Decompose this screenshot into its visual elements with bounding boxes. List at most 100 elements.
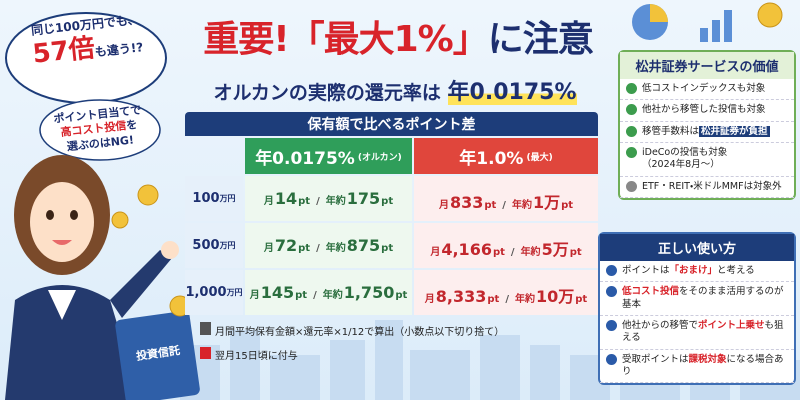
amount: 1,000 — [185, 285, 227, 300]
amount-unit: 万円 — [219, 241, 236, 250]
chart-icons — [632, 4, 732, 42]
amount: 500 — [192, 238, 220, 253]
list-item: 低コスト投信をそのまま活用するのが基本 — [600, 282, 794, 317]
item-emphasis: 低コスト投信 — [622, 286, 680, 298]
table-cell: 月 145 pt / 年約 1,750 pt — [245, 270, 412, 315]
item-emphasis: 松井証券が負担 — [699, 125, 770, 137]
skyline — [180, 320, 800, 400]
item-subtext: （2024年8月〜） — [642, 159, 720, 171]
item-text: 受取ポイントは — [622, 353, 689, 365]
title: 重要!「最大1%」に注意 — [178, 10, 618, 62]
subtitle-highlight: 年0.0175% — [447, 80, 577, 105]
label: 年約 — [325, 196, 346, 207]
list-item: 他社からの移管でポイント上乗せも狙える — [600, 316, 794, 350]
label: 年約 — [514, 294, 535, 305]
column-note: (オルカン) — [357, 152, 402, 163]
note: 月間平均保有金額×還元率×1/12で算出（小数点以下切り捨て） — [215, 327, 505, 338]
subtitle-text: オルカンの実際の還元率は — [213, 82, 441, 104]
yearly-points: 5万 — [541, 240, 569, 259]
table-cell: 月 8,333 pt / 年約 10万 pt — [414, 270, 598, 315]
item-text: になる場合あり — [622, 353, 784, 378]
panel-title: 松井証券サービスの価値 — [620, 52, 794, 79]
label: pt — [395, 290, 408, 301]
table-cell: 月 833 pt / 年約 1万 pt — [414, 176, 598, 221]
item-text: も狙える — [622, 320, 784, 344]
monthly-points: 4,166 — [441, 240, 492, 259]
list-item: ETF・REIT・米ドルMMFは対象外 — [620, 177, 794, 199]
item-text: ポイントは — [622, 265, 670, 276]
note: 翌月15日頃に付与 — [215, 351, 298, 362]
label: pt — [487, 294, 500, 305]
monthly-points: 72 — [274, 236, 298, 255]
yearly-points: 1万 — [532, 193, 561, 212]
monthly-points: 8,333 — [435, 287, 487, 306]
bubble-emphasis: 57倍 — [31, 33, 97, 70]
label: 月 — [263, 196, 274, 207]
yearly-points: 175 — [346, 189, 381, 208]
yearly-points: 10万 — [535, 287, 575, 306]
list-item: 他社から移管した投信も対象 — [620, 100, 794, 122]
row-label: 1,000 万円 — [185, 270, 243, 315]
label: 年約 — [325, 243, 346, 254]
column-rate: 年0.0175% — [255, 148, 355, 169]
item-text: 低コストインデックスも対象 — [642, 83, 766, 94]
comparison-table: 保有額で比べるポイント差 年0.0175% (オルカン) 年1.0% (最大) 100 万… — [185, 112, 598, 315]
list-item: ポイントは「おまけ」と考える — [600, 261, 794, 283]
title-emphasis: 重要!「最大1%」 — [203, 19, 489, 60]
separator: / — [313, 290, 317, 301]
subtitle: オルカンの実際の還元率は 年0.0175% — [180, 74, 610, 106]
label: pt — [295, 290, 308, 301]
list-item: 移管手数料は 松井証券が負担 — [620, 122, 794, 144]
label: pt — [381, 243, 394, 254]
list-item: 低コストインデックスも対象 — [620, 79, 794, 101]
table-cell: 月 72 pt / 年約 875 pt — [245, 223, 412, 268]
list-item: 受取ポイントは課税対象になる場合あり — [600, 350, 794, 384]
book-icon — [115, 310, 200, 400]
bubble-line: も違う!? — [94, 40, 144, 60]
item-text: 他社からの移管で — [622, 320, 699, 332]
label: pt — [492, 247, 505, 258]
column-note: (最大) — [526, 152, 553, 163]
separator: / — [505, 294, 509, 305]
separator: / — [316, 196, 320, 207]
yearly-points: 875 — [346, 236, 381, 255]
label: pt — [575, 294, 588, 305]
list-item: iDeCoの投信も対象 （2024年8月〜） — [620, 143, 794, 177]
label: 月 — [263, 243, 274, 254]
table-cell: 月 4,166 pt / 年約 5万 pt — [414, 223, 598, 268]
column-header: 年0.0175% (オルカン) — [245, 138, 412, 174]
label: 月 — [438, 200, 449, 211]
item-text: iDeCoの投信も対象 — [642, 147, 728, 159]
label: 年約 — [511, 200, 532, 211]
column-header: 年1.0% (最大) — [414, 138, 598, 174]
label: 年約 — [520, 247, 541, 258]
item-text: ETF・REIT・米ドルMMFは対象外 — [642, 180, 782, 192]
amount: 100 — [192, 191, 220, 206]
usage-panel: 正しい使い方 ポイントは「おまけ」と考える 低コスト投信をそのまま活用するのが基本… — [598, 232, 796, 386]
panel-title: 正しい使い方 — [600, 234, 794, 261]
amount-unit: 万円 — [226, 288, 243, 297]
label: 月 — [424, 294, 435, 305]
woman-illustration — [5, 155, 179, 400]
separator: / — [316, 243, 320, 254]
item-text: と考える — [717, 265, 755, 276]
note-icons — [200, 322, 211, 359]
item-emphasis: ポイント上乗せ — [698, 320, 765, 332]
item-text: 移管手数料は — [642, 125, 700, 137]
label: 月 — [249, 290, 260, 301]
separator: / — [502, 200, 506, 211]
table-cell: 月 14 pt / 年約 175 pt — [245, 176, 412, 221]
label: pt — [298, 196, 311, 207]
yearly-points: 1,750 — [343, 283, 395, 302]
label: pt — [381, 196, 394, 207]
label: pt — [561, 200, 574, 211]
label: 年約 — [322, 290, 343, 301]
item-text: 他社から移管した投信も対象 — [642, 104, 766, 116]
benefits-panel: 松井証券サービスの価値 低コストインデックスも対象 他社から移管した投信も対象 移管… — [618, 50, 796, 201]
item-emphasis: 課税対象 — [688, 353, 727, 365]
warning-bubble — [39, 99, 161, 161]
row-label: 100 万円 — [185, 176, 243, 221]
title-rest: に注意 — [487, 19, 594, 60]
warning-line: を — [125, 118, 138, 133]
